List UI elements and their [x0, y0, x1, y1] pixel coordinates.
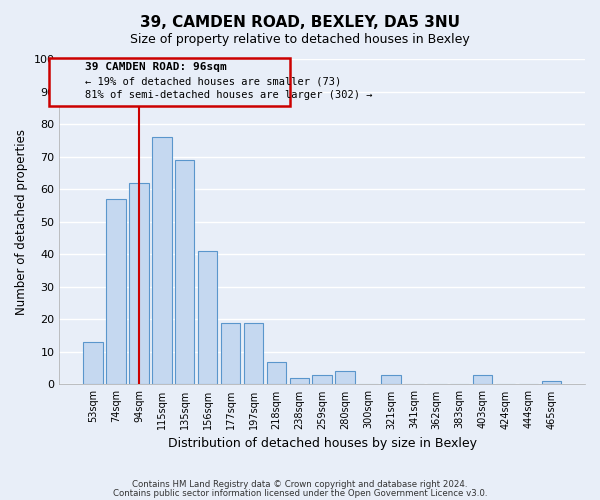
X-axis label: Distribution of detached houses by size in Bexley: Distribution of detached houses by size …	[168, 437, 477, 450]
Text: Contains HM Land Registry data © Crown copyright and database right 2024.: Contains HM Land Registry data © Crown c…	[132, 480, 468, 489]
Text: 81% of semi-detached houses are larger (302) →: 81% of semi-detached houses are larger (…	[85, 90, 373, 100]
Bar	[221, 322, 240, 384]
Bar	[473, 374, 493, 384]
Text: 39, CAMDEN ROAD, BEXLEY, DA5 3NU: 39, CAMDEN ROAD, BEXLEY, DA5 3NU	[140, 15, 460, 30]
Bar	[381, 374, 401, 384]
FancyBboxPatch shape	[49, 58, 290, 106]
Bar	[129, 182, 149, 384]
Text: Size of property relative to detached houses in Bexley: Size of property relative to detached ho…	[130, 32, 470, 46]
Bar	[152, 137, 172, 384]
Bar	[290, 378, 309, 384]
Bar	[313, 374, 332, 384]
Bar	[542, 381, 561, 384]
Bar	[198, 251, 217, 384]
Y-axis label: Number of detached properties: Number of detached properties	[15, 128, 28, 314]
Bar	[244, 322, 263, 384]
Bar	[175, 160, 194, 384]
Bar	[83, 342, 103, 384]
Text: ← 19% of detached houses are smaller (73): ← 19% of detached houses are smaller (73…	[85, 77, 341, 87]
Bar	[335, 372, 355, 384]
Text: 39 CAMDEN ROAD: 96sqm: 39 CAMDEN ROAD: 96sqm	[85, 62, 227, 72]
Bar	[266, 362, 286, 384]
Bar	[106, 199, 126, 384]
Text: Contains public sector information licensed under the Open Government Licence v3: Contains public sector information licen…	[113, 489, 487, 498]
